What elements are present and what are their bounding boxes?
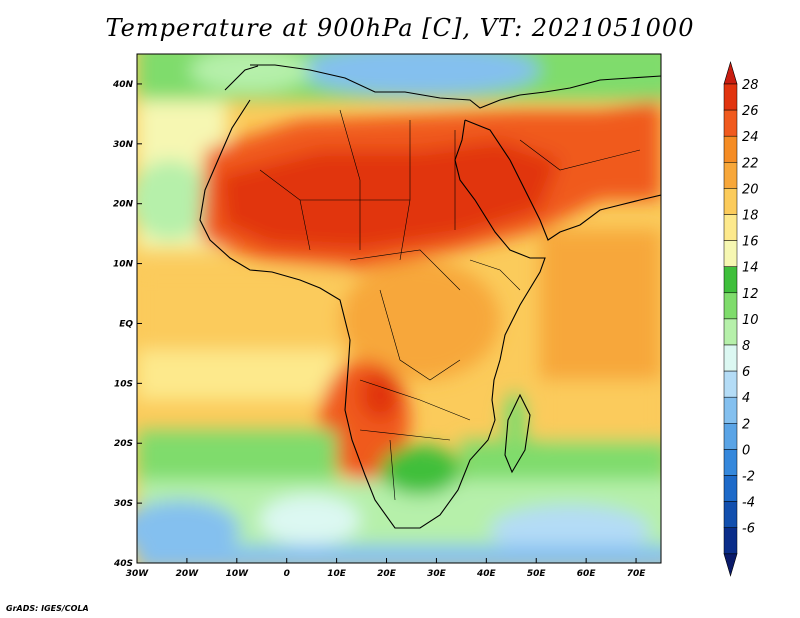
colorbar-label: 26 (742, 104, 759, 119)
colorbar-label: 28 (742, 78, 759, 93)
colorbar-top-triangle (723, 60, 738, 85)
colorbar-swatch (723, 188, 738, 215)
lon-tick-label: 20W (176, 569, 200, 579)
lon-tick-label: 10W (226, 569, 250, 579)
colorbar-swatch (723, 162, 738, 189)
colorbar-bottom-triangle (723, 553, 738, 577)
lon-tick-label: 70E (627, 569, 647, 579)
lat-tick-label: 30S (114, 499, 133, 509)
country-borders (259, 109, 641, 501)
lon-tick-label: 50E (527, 569, 547, 579)
lon-tick-label: 60E (577, 569, 597, 579)
lat-tick-label: 10N (113, 260, 134, 270)
colorbar-swatch (723, 370, 738, 398)
longitude-axis: 30W 20W 10W 0 10E 20E 30E 40E 50E 60E 70E (126, 558, 646, 579)
colorbar-label: 2 (742, 417, 750, 432)
latitude-axis: 40N 30N 20N 10N EQ 10S 20S 30S 40S (112, 80, 142, 569)
colorbar-label: 10 (742, 313, 759, 328)
colorbar-swatch (723, 318, 738, 346)
colorbar-label: -4 (742, 496, 755, 511)
colorbar-swatch (723, 135, 738, 163)
colorbar-label: 12 (742, 287, 759, 302)
lat-tick-label: 30N (113, 140, 134, 150)
colorbar-swatch (723, 292, 738, 320)
lon-tick-label: 20E (377, 569, 397, 579)
colorbar-label: 6 (742, 365, 750, 380)
colorbar-swatch (723, 449, 738, 476)
lon-tick-label: 10E (327, 569, 347, 579)
colorbar-label: -6 (742, 522, 755, 537)
colorbar-swatch (723, 109, 738, 137)
credit-text: GrADS: IGES/COLA (6, 604, 89, 613)
colorbar-label: 18 (742, 209, 759, 224)
colorbar-label: 0 (742, 443, 750, 458)
colorbar-swatch (723, 344, 738, 372)
colorbar-swatch (723, 396, 738, 424)
colorbar-swatch (723, 214, 738, 241)
colorbar-swatch (723, 423, 738, 450)
map-title: Temperature at 900hPa [C], VT: 202105100… (105, 14, 695, 42)
lat-tick-label: 40N (112, 80, 134, 90)
colorbar-swatch (723, 240, 738, 267)
lat-tick-label: 40S (113, 559, 133, 569)
temperature-field (137, 54, 661, 563)
colorbar-label: 20 (742, 182, 759, 197)
lat-tick-label: EQ (119, 319, 133, 329)
coastlines (199, 64, 661, 529)
colorbar-label: 24 (742, 130, 759, 145)
map-frame (136, 53, 662, 564)
colorbar-swatch (723, 266, 738, 294)
lon-tick-label: 30E (427, 569, 447, 579)
colorbar-label: -2 (742, 470, 755, 485)
colorbar-label: 16 (742, 235, 759, 250)
lon-tick-label: 30W (126, 569, 150, 579)
colorbar-label: 14 (742, 261, 759, 276)
colorbar-swatch (723, 527, 738, 555)
lat-tick-label: 20N (113, 200, 134, 210)
colorbar-label: 8 (742, 339, 750, 354)
lon-tick-label: 40E (476, 569, 497, 579)
lat-tick-label: 20S (114, 439, 133, 449)
colorbar-swatch (723, 475, 738, 502)
colorbar-swatch (723, 83, 738, 111)
colorbar-label: 4 (742, 391, 750, 406)
colorbar-swatch (723, 501, 738, 528)
lat-tick-label: 10S (114, 379, 133, 389)
lon-tick-label: 0 (284, 569, 290, 579)
colorbar-label: 22 (742, 156, 759, 171)
